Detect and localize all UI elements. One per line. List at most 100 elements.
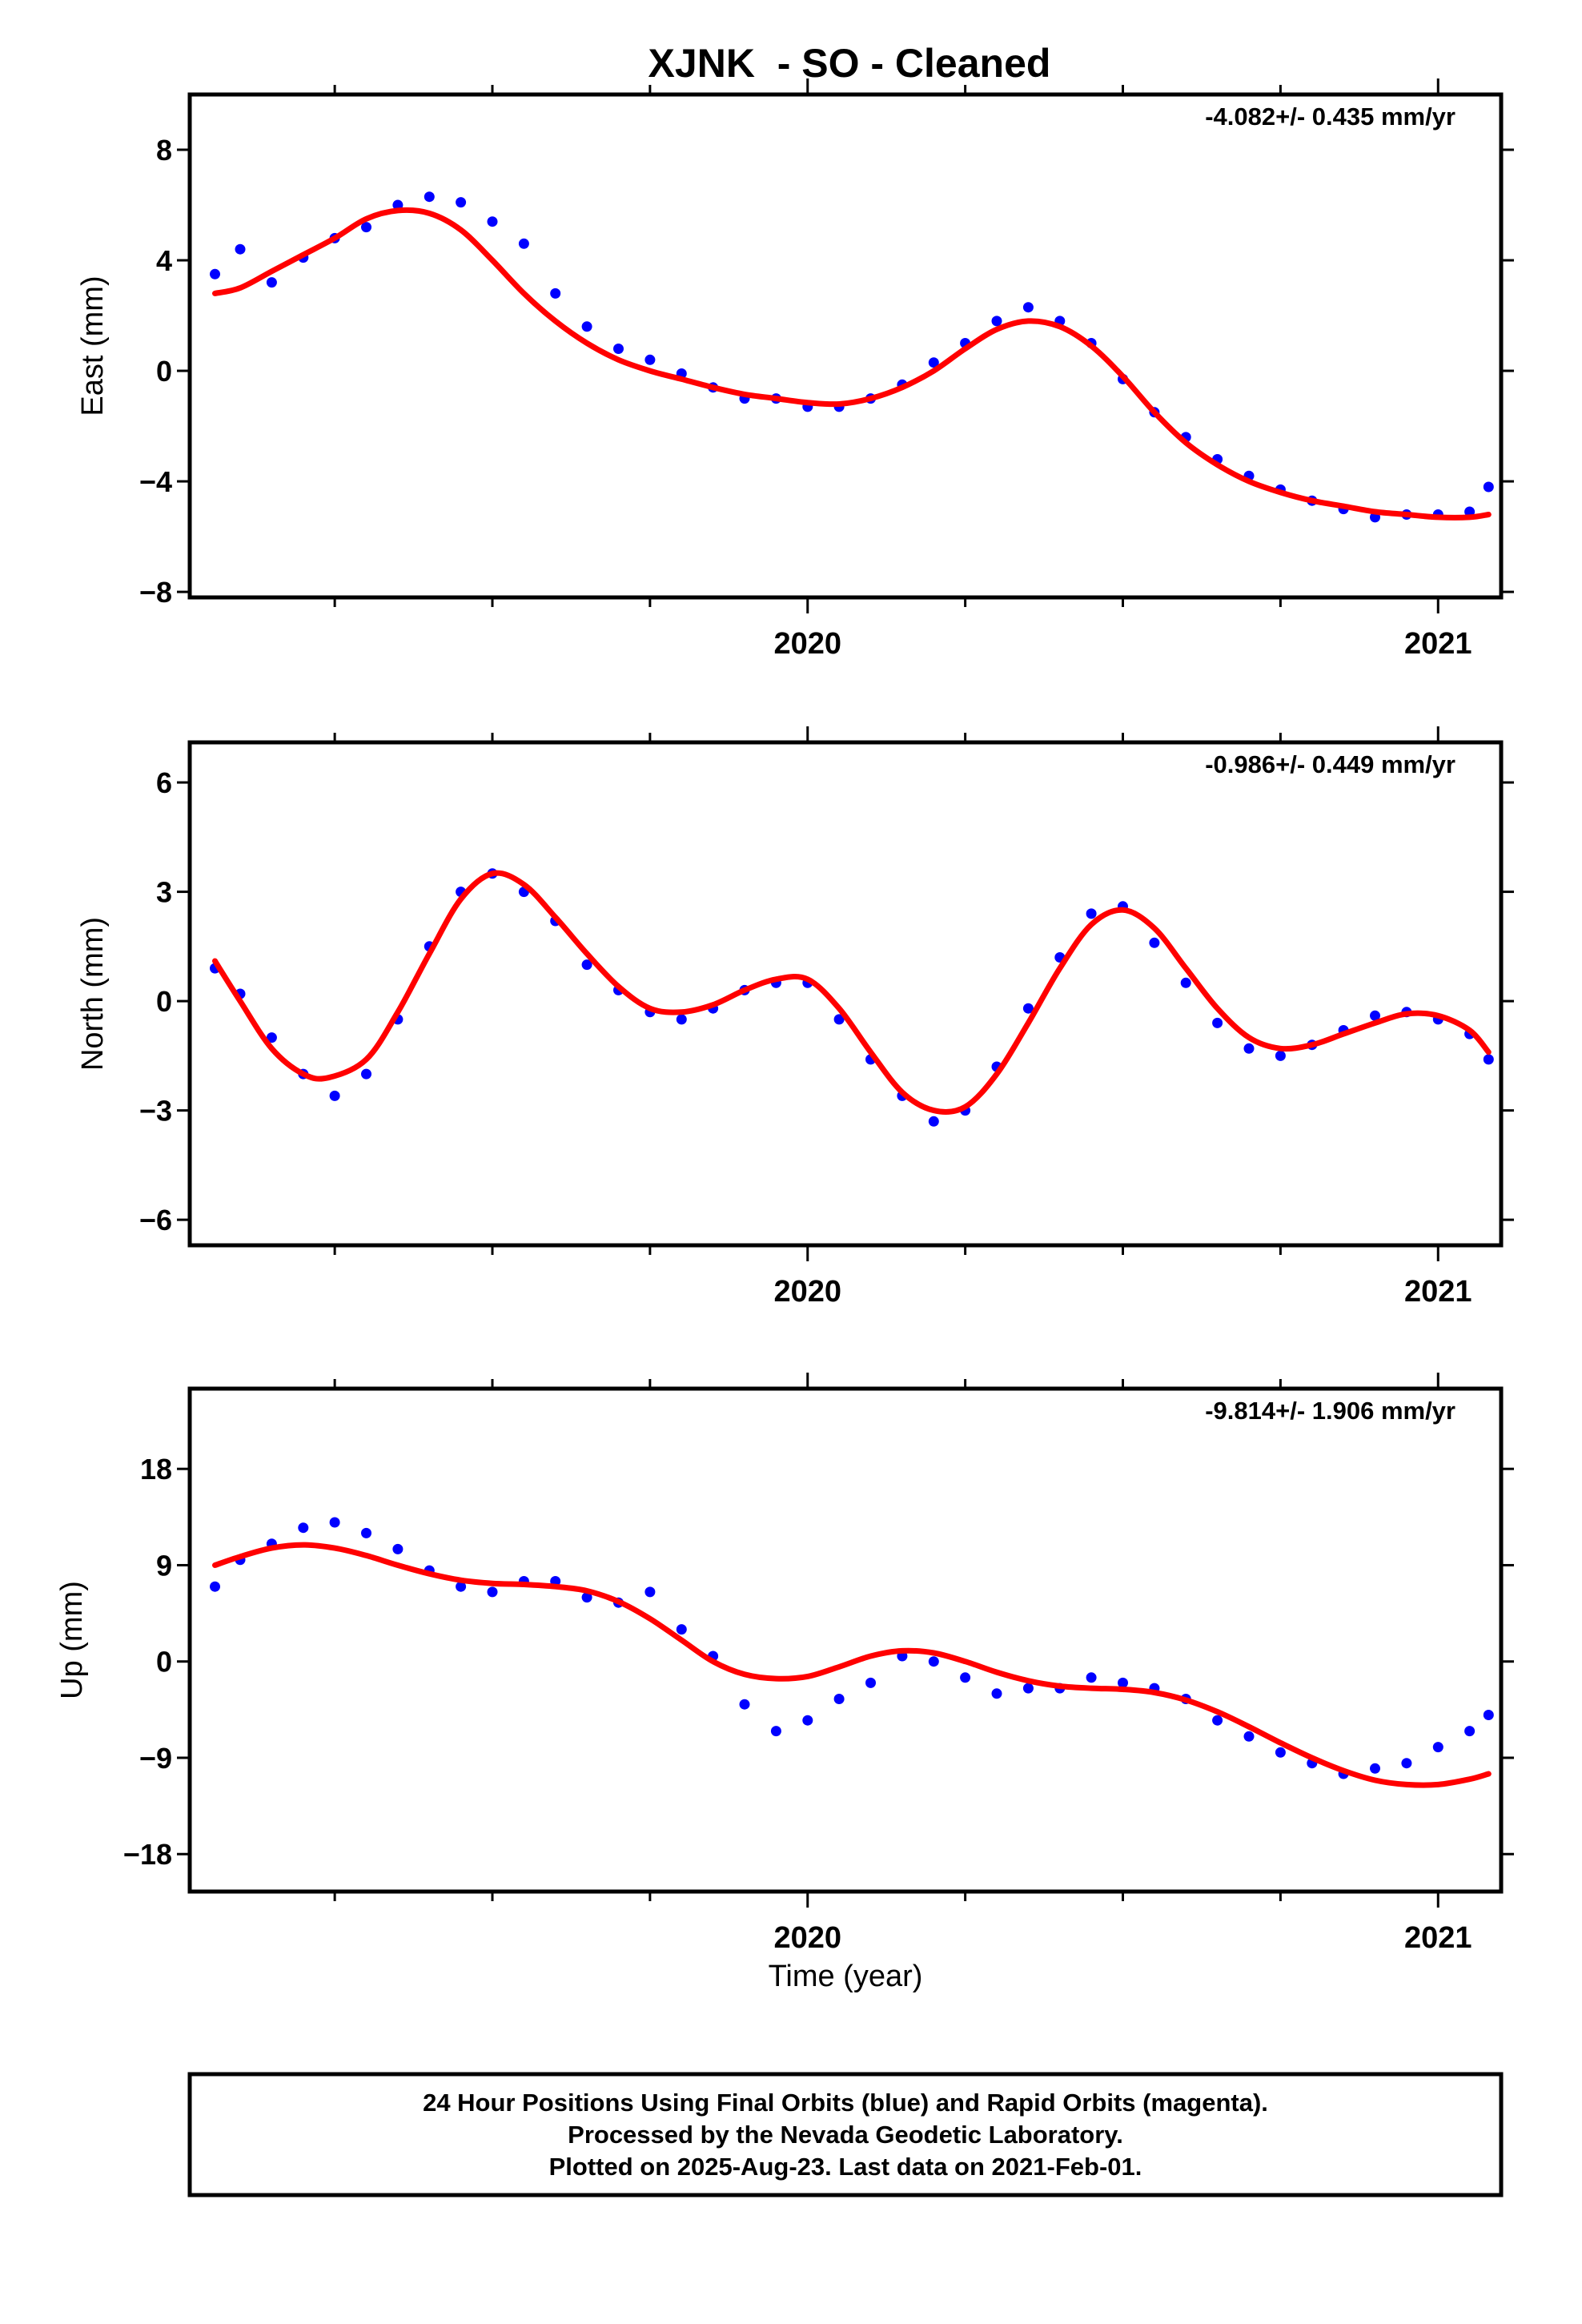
up-ytick-label: 9	[156, 1549, 172, 1582]
x-axis-label: Time (year)	[769, 1960, 923, 1993]
up-rate-label: -9.814+/- 1.906 mm/yr	[1205, 1397, 1456, 1425]
up-data-point	[991, 1688, 1002, 1699]
footer-line-3: Plotted on 2025-Aug-23. Last data on 202…	[549, 2153, 1142, 2181]
north-plot-area	[210, 868, 1494, 1127]
up-data-point	[361, 1527, 371, 1538]
east-data-point	[424, 191, 435, 203]
north-data-point	[361, 1068, 371, 1080]
up-data-point	[1243, 1731, 1255, 1742]
east-data-point	[210, 268, 220, 279]
north-ytick-label: −3	[139, 1095, 172, 1128]
up-plot-frame	[187, 1386, 1504, 1894]
up-fit-line	[212, 1542, 1492, 1788]
up-ytick-label: 0	[156, 1646, 172, 1679]
up-data-point	[1370, 1763, 1380, 1774]
up-data-point	[676, 1624, 687, 1635]
north-data-point	[1370, 1010, 1380, 1021]
north-data-point	[581, 959, 592, 971]
north-data-point	[1086, 908, 1097, 919]
east-xtick-label: 2020	[773, 627, 841, 661]
east-data-point	[361, 222, 371, 233]
up-data-point	[739, 1699, 750, 1710]
up-data-point	[960, 1672, 971, 1683]
north-rate-label: -0.986+/- 0.449 mm/yr	[1205, 750, 1456, 778]
up-data-point	[802, 1715, 813, 1726]
up-data-point	[1483, 1710, 1494, 1720]
up-data-point	[1022, 1683, 1034, 1694]
east-data-point	[581, 321, 592, 332]
north-data-point	[329, 1090, 340, 1101]
north-data-point	[1180, 977, 1191, 988]
east-data-point	[235, 243, 246, 255]
east-ytick-label: 0	[156, 355, 172, 388]
up-data-point	[1432, 1742, 1443, 1753]
up-panel: -9.814+/- 1.906 mm/yr Up (mm) −18 −9 0 9 18 2…	[55, 1373, 1514, 1955]
up-data-point	[833, 1694, 845, 1704]
east-ytick-label: 4	[156, 244, 172, 277]
east-ytick-label: 8	[156, 134, 172, 167]
up-data-point	[298, 1522, 309, 1534]
up-data-point	[456, 1581, 467, 1592]
east-data-point	[518, 238, 529, 249]
up-y-axis-label: Up (mm)	[55, 1581, 89, 1699]
footer-line-1: 24 Hour Positions Using Final Orbits (bl…	[423, 2089, 1268, 2117]
up-data-point	[581, 1592, 592, 1603]
east-xtick-label: 2021	[1404, 627, 1472, 661]
north-ytick-label: 3	[156, 876, 172, 909]
north-data-point	[1022, 1003, 1034, 1014]
up-data-point	[865, 1677, 876, 1688]
north-xtick-label: 2021	[1404, 1275, 1472, 1309]
north-data-point	[1275, 1050, 1286, 1061]
north-ytick-label: 0	[156, 985, 172, 1018]
east-fit-line	[212, 207, 1492, 521]
east-data-point	[613, 344, 624, 354]
up-data-point	[210, 1581, 220, 1592]
north-xtick-label: 2020	[773, 1275, 841, 1309]
up-data-point	[1275, 1747, 1286, 1758]
east-data-point	[1483, 481, 1494, 493]
east-data-point	[456, 197, 467, 208]
east-data-point	[644, 354, 656, 365]
north-data-point	[928, 1116, 939, 1127]
east-y-axis-label: East (mm)	[76, 275, 110, 416]
north-data-point	[676, 1014, 687, 1025]
up-data-point	[1401, 1758, 1412, 1769]
up-data-point	[392, 1543, 404, 1554]
up-data-point	[770, 1726, 781, 1737]
east-data-point	[928, 357, 939, 368]
up-data-point	[1464, 1726, 1476, 1737]
east-plot-area	[210, 191, 1494, 523]
up-data-point	[487, 1586, 498, 1598]
up-xtick-label: 2020	[773, 1921, 841, 1955]
north-data-point	[1212, 1017, 1223, 1028]
north-data-point	[1149, 937, 1160, 948]
up-ytick-label: 18	[140, 1453, 172, 1486]
east-data-point	[550, 287, 561, 299]
north-data-point	[1483, 1054, 1494, 1065]
east-panel: -4.082+/- 0.435 mm/yr East (mm) −8 −4 0 4 8 2…	[76, 78, 1514, 661]
up-plot-area	[210, 1517, 1494, 1788]
east-data-point	[991, 316, 1002, 327]
east-ytick-label: −4	[139, 465, 172, 498]
up-ytick-label: −18	[123, 1838, 172, 1871]
east-data-point	[1022, 302, 1034, 313]
north-ytick-label: 6	[156, 766, 172, 799]
up-data-point	[1212, 1715, 1223, 1726]
up-xtick-label: 2021	[1404, 1921, 1472, 1955]
figure-title: XJNK - SO - Cleaned	[648, 41, 1051, 86]
up-data-point	[1118, 1677, 1128, 1688]
north-data-point	[1243, 1043, 1255, 1054]
east-data-point	[487, 216, 498, 227]
east-rate-label: -4.082+/- 0.435 mm/yr	[1205, 103, 1456, 131]
east-data-point	[266, 277, 277, 288]
footer-line-2: Processed by the Nevada Geodetic Laborat…	[568, 2121, 1123, 2149]
up-data-point	[329, 1517, 340, 1528]
footer-box	[187, 2072, 1504, 2197]
up-data-point	[928, 1656, 939, 1667]
up-data-point	[1086, 1672, 1097, 1683]
east-plot-frame	[187, 92, 1504, 600]
north-fit-line	[212, 870, 1492, 1116]
east-ytick-label: −8	[139, 576, 172, 609]
north-panel: -0.986+/- 0.449 mm/yr North (mm) −6 −3 0 3 6…	[76, 726, 1514, 1309]
